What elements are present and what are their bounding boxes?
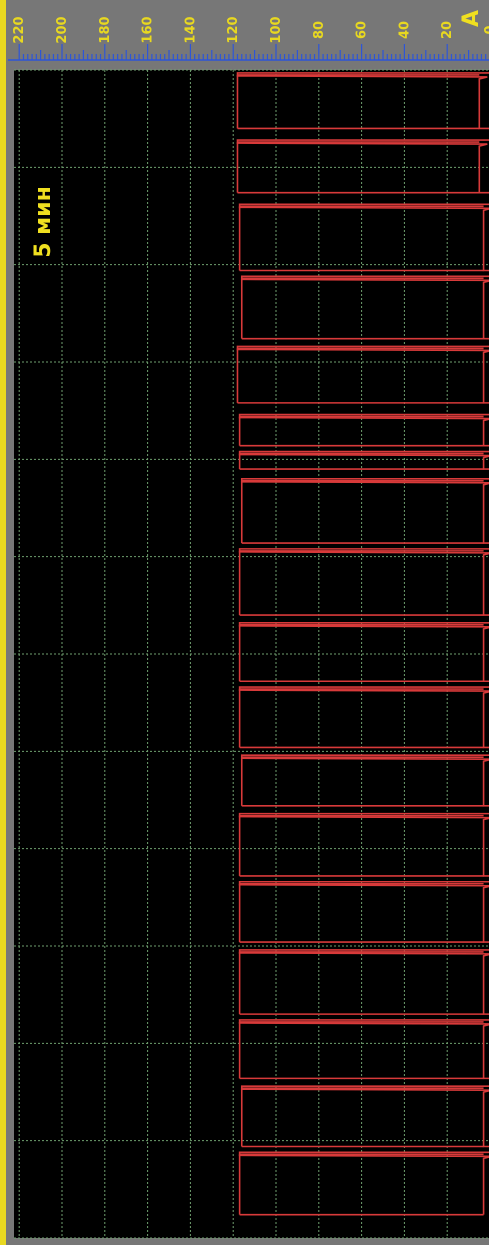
y-tick-label: 100	[269, 16, 284, 43]
y-tick-label: 140	[183, 16, 198, 43]
y-tick-label: 180	[98, 16, 113, 43]
current-trace	[236, 72, 489, 1216]
y-tick-label: 20	[440, 21, 455, 39]
ruler-ticks	[8, 44, 489, 61]
y-tick-label: 40	[397, 21, 412, 39]
time-scale-annotation: 5 мин	[31, 186, 56, 258]
y-tick-label: 0	[483, 25, 489, 34]
y-tick-label: 60	[355, 21, 370, 39]
y-tick-label: 120	[226, 16, 241, 43]
ruler-background	[6, 0, 489, 64]
y-tick-label: 160	[141, 16, 156, 43]
grid-lines	[14, 69, 489, 1239]
trace-line	[236, 72, 489, 1215]
y-tick-label: 220	[12, 16, 27, 43]
y-tick-labels: 0 20 40 60 80 100 120 140 160 180 200 220	[12, 16, 489, 43]
y-tick-label: 80	[312, 21, 327, 39]
window-edge	[0, 0, 6, 1245]
y-axis-unit-label: A	[459, 10, 484, 27]
y-tick-label: 200	[55, 16, 70, 43]
